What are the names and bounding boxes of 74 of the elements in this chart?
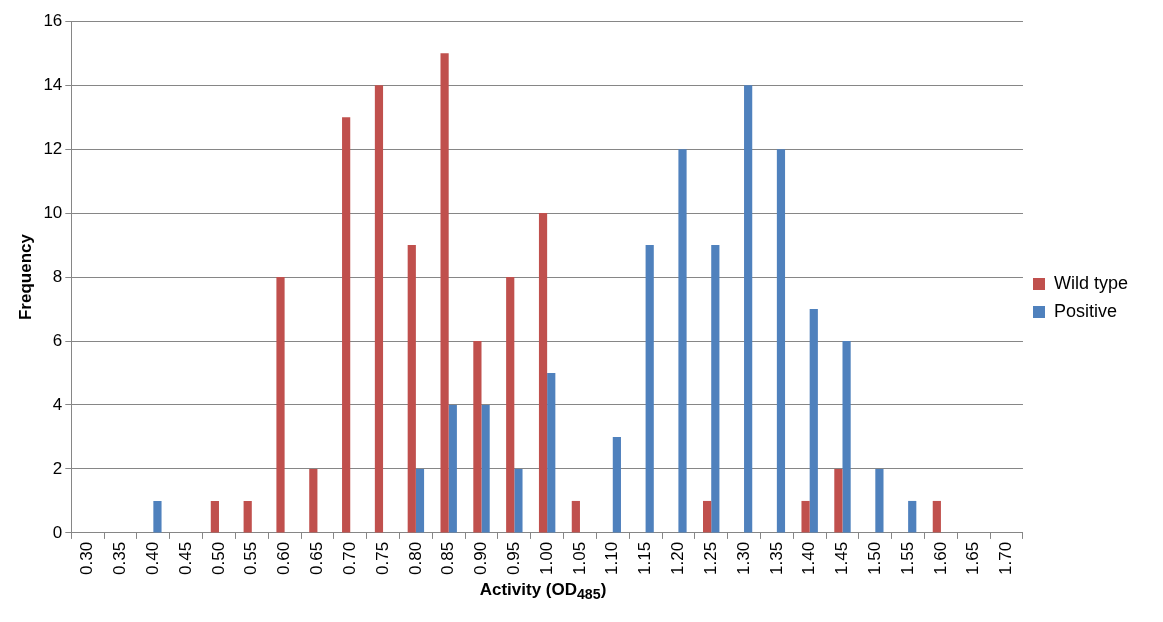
y-tick-label: 10 xyxy=(43,202,63,222)
x-tick-label: 1.15 xyxy=(635,541,655,576)
bar xyxy=(645,245,654,533)
bar xyxy=(153,500,162,533)
x-tick-label: 0.60 xyxy=(274,541,294,576)
bar xyxy=(440,53,449,533)
bar xyxy=(448,404,457,533)
bar xyxy=(243,500,252,533)
x-tick-label: 0.55 xyxy=(241,541,261,576)
bar xyxy=(342,117,351,533)
y-tick-label: 4 xyxy=(52,394,63,414)
x-tick-label: 1.35 xyxy=(766,541,786,576)
bar xyxy=(481,404,490,533)
y-axis-title: Frequency xyxy=(15,233,35,321)
x-tick-label: 0.70 xyxy=(339,541,359,576)
x-tick-label: 1.00 xyxy=(536,541,556,576)
bar xyxy=(932,500,941,533)
bar xyxy=(571,500,580,533)
bar xyxy=(834,468,843,533)
x-tick-label: 1.05 xyxy=(569,541,589,576)
legend-label: Positive xyxy=(1053,300,1118,321)
x-tick-label: 0.45 xyxy=(175,541,195,576)
x-tick-label: 1.55 xyxy=(897,541,917,576)
x-tick-label: 1.10 xyxy=(602,541,622,576)
bar xyxy=(374,85,384,533)
x-tick-label: 1.45 xyxy=(832,541,852,576)
x-tick-label: 1.20 xyxy=(668,541,688,576)
bar xyxy=(809,309,818,533)
bar xyxy=(514,468,523,533)
x-tick-label: 0.35 xyxy=(110,541,130,576)
x-tick-label: 0.85 xyxy=(438,541,458,576)
x-tick-label: 0.95 xyxy=(504,541,524,576)
bar xyxy=(908,500,917,533)
bar xyxy=(703,500,712,533)
bar xyxy=(547,373,556,533)
bar xyxy=(473,341,482,533)
y-tick-label: 12 xyxy=(43,138,63,158)
y-tick-label: 8 xyxy=(52,266,63,286)
x-axis-title: Activity (OD$_{485}$) xyxy=(478,580,608,603)
x-tick-label: 0.90 xyxy=(471,541,491,576)
bar xyxy=(678,149,687,533)
x-tick-label: 0.40 xyxy=(143,541,163,576)
bar xyxy=(744,85,753,533)
bar xyxy=(506,277,515,533)
bar xyxy=(407,245,416,533)
x-tick-label: 1.65 xyxy=(963,541,983,576)
x-tick-label: 1.25 xyxy=(700,541,720,576)
bar xyxy=(309,468,318,533)
bar xyxy=(875,468,884,533)
y-tick-label: 2 xyxy=(52,458,63,478)
y-tick-label: 16 xyxy=(43,10,63,30)
bar xyxy=(210,500,219,533)
x-tick-label: 1.70 xyxy=(996,541,1016,576)
y-tick-label: 0 xyxy=(52,522,63,542)
y-tick-label: 6 xyxy=(52,330,63,350)
bar xyxy=(415,468,425,533)
x-tick-label: 0.30 xyxy=(77,541,97,576)
x-tick-label: 0.80 xyxy=(405,541,425,576)
x-tick-label: 0.50 xyxy=(208,541,228,576)
legend-label: Wild type xyxy=(1053,272,1129,293)
x-tick-label: 1.50 xyxy=(864,541,884,576)
x-tick-label: 0.75 xyxy=(372,541,392,576)
x-tick-label: 1.40 xyxy=(799,541,819,576)
x-tick-label: 0.65 xyxy=(307,541,327,576)
bar xyxy=(776,149,786,533)
bar xyxy=(538,213,548,533)
x-tick-label: 1.30 xyxy=(733,541,753,576)
y-tick-label: 14 xyxy=(43,74,63,94)
bar xyxy=(842,341,851,533)
bar xyxy=(801,500,810,533)
bar xyxy=(612,436,621,533)
bar xyxy=(711,245,720,533)
x-tick-label: 1.60 xyxy=(930,541,950,576)
bar xyxy=(276,277,285,533)
